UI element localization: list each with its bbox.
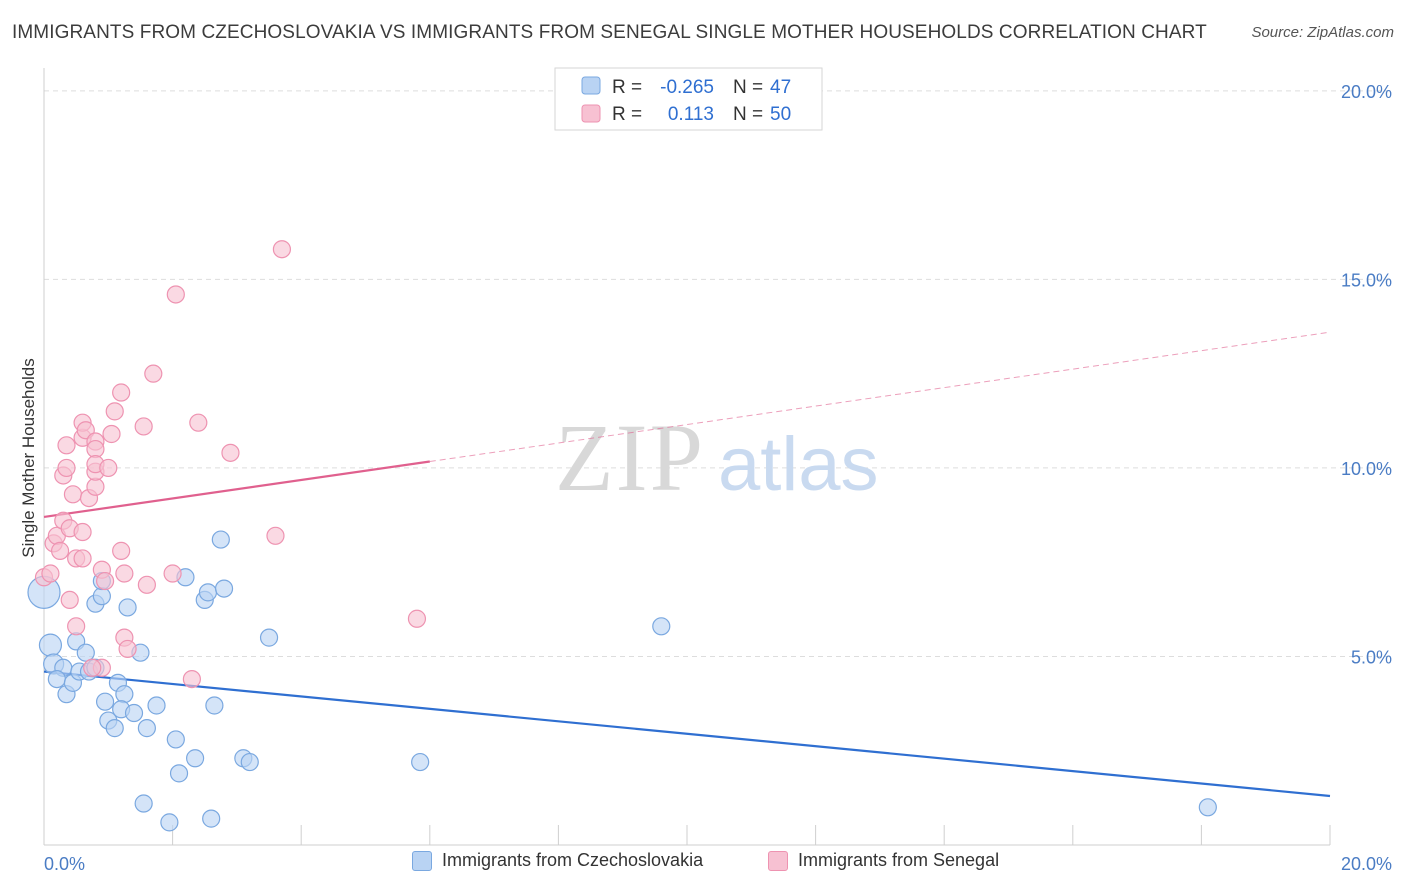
point-1-13 bbox=[67, 617, 86, 636]
y-axis-label: Single Mother Households bbox=[19, 358, 38, 557]
point-0-4 bbox=[47, 669, 66, 689]
x-tick-label-1: 20.0% bbox=[1341, 854, 1392, 874]
point-0-39 bbox=[160, 813, 179, 832]
legend-swatch-pink bbox=[581, 104, 601, 123]
watermark-atlas: atlas bbox=[718, 422, 879, 507]
axes bbox=[43, 68, 1331, 846]
point-1-44 bbox=[266, 526, 285, 545]
point-1-47 bbox=[83, 658, 102, 677]
legend-n-label-2: N = bbox=[733, 104, 763, 125]
point-1-32 bbox=[112, 541, 131, 560]
point-1-42 bbox=[189, 413, 208, 432]
point-1-33 bbox=[115, 564, 134, 583]
legend-n-label-1: N = bbox=[733, 77, 763, 98]
point-1-36 bbox=[134, 417, 153, 436]
trend-line-1 bbox=[43, 460, 430, 519]
point-1-11 bbox=[60, 590, 79, 610]
legend-label-senegal: Immigrants from Senegal bbox=[798, 850, 1000, 870]
point-0-29 bbox=[186, 749, 205, 768]
point-1-38 bbox=[144, 364, 163, 383]
legend-r-value-2: 0.113 bbox=[668, 104, 714, 125]
legend-item-senegal: Immigrants from Senegal bbox=[768, 850, 999, 871]
point-1-30 bbox=[105, 402, 124, 421]
point-1-40 bbox=[166, 285, 185, 304]
tick-labels: 5.0% 10.0% 15.0% 20.0% 0.0% 20.0% bbox=[44, 82, 1392, 874]
data-points bbox=[27, 240, 1217, 832]
point-1-28 bbox=[99, 458, 118, 478]
point-0-26 bbox=[166, 730, 185, 749]
legend-r-label-1: R = bbox=[612, 77, 642, 98]
y-tick-label-3: 20.0% bbox=[1341, 82, 1392, 102]
y-tick-label-1: 10.0% bbox=[1341, 459, 1392, 479]
point-1-27 bbox=[95, 571, 115, 591]
point-0-1 bbox=[38, 633, 63, 657]
point-0-38 bbox=[134, 794, 153, 813]
legend-r-label-2: R = bbox=[612, 104, 642, 125]
source-credit: Source: ZipAtlas.com bbox=[1251, 24, 1394, 41]
legend-swatch-czechoslovakia bbox=[412, 850, 432, 871]
point-1-12 bbox=[63, 485, 83, 504]
point-1-14 bbox=[73, 522, 92, 542]
point-1-46 bbox=[407, 609, 427, 628]
point-0-42 bbox=[652, 617, 671, 636]
legend-r-value-1: -0.265 bbox=[660, 77, 714, 98]
point-1-1 bbox=[41, 564, 60, 583]
point-0-40 bbox=[202, 809, 221, 828]
point-1-43 bbox=[221, 443, 240, 462]
point-1-37 bbox=[137, 575, 156, 594]
point-0-25 bbox=[147, 696, 166, 715]
point-1-31 bbox=[112, 383, 131, 402]
point-1-4 bbox=[50, 541, 70, 560]
legend-n-value-1: 47 bbox=[770, 77, 791, 98]
point-0-36 bbox=[240, 752, 259, 772]
point-1-45 bbox=[272, 240, 292, 259]
legend-item-czechoslovakia: Immigrants from Czechoslovakia bbox=[412, 850, 703, 871]
trend-lines bbox=[43, 331, 1331, 798]
watermark: ZIP atlas bbox=[555, 404, 879, 511]
y-tick-label-0: 5.0% bbox=[1351, 647, 1392, 667]
trend-line-extension-1 bbox=[429, 331, 1331, 463]
point-0-34 bbox=[214, 579, 234, 598]
point-1-15 bbox=[73, 549, 92, 568]
point-0-9 bbox=[76, 643, 95, 662]
y-tick-label-2: 15.0% bbox=[1341, 270, 1392, 290]
point-0-24 bbox=[137, 719, 156, 738]
series-legend: Immigrants from Czechoslovakia Immigrant… bbox=[0, 850, 1406, 880]
legend-swatch-blue bbox=[581, 76, 601, 95]
grid-lines bbox=[44, 90, 1392, 657]
x-tick-label-0: 0.0% bbox=[44, 854, 85, 874]
point-0-33 bbox=[211, 530, 230, 549]
legend-label-czechoslovakia: Immigrants from Czechoslovakia bbox=[442, 850, 704, 870]
point-1-39 bbox=[163, 564, 182, 583]
point-1-41 bbox=[182, 669, 201, 689]
point-0-32 bbox=[205, 696, 224, 715]
point-0-19 bbox=[115, 685, 134, 704]
point-1-23 bbox=[86, 439, 105, 459]
point-0-13 bbox=[92, 587, 111, 606]
legend-n-value-2: 50 bbox=[770, 104, 791, 125]
point-1-20 bbox=[86, 477, 105, 496]
point-1-7 bbox=[57, 458, 76, 478]
trend-line-0 bbox=[43, 670, 1331, 798]
legend-swatch-senegal bbox=[768, 850, 788, 871]
stats-legend: R = -0.265 N = 47 R = 0.113 N = 50 bbox=[554, 67, 823, 131]
point-0-43 bbox=[1198, 798, 1217, 817]
point-1-29 bbox=[102, 424, 121, 444]
point-0-15 bbox=[95, 692, 115, 711]
chart-title: IMMIGRANTS FROM CZECHOSLOVAKIA VS IMMIGR… bbox=[12, 22, 1207, 43]
point-0-21 bbox=[118, 598, 137, 617]
point-0-22 bbox=[124, 703, 144, 723]
point-0-27 bbox=[169, 764, 189, 783]
watermark-zip: ZIP bbox=[555, 404, 705, 511]
point-1-35 bbox=[118, 639, 137, 659]
point-0-17 bbox=[105, 719, 124, 738]
point-1-8 bbox=[57, 436, 76, 455]
point-0-31 bbox=[198, 583, 218, 602]
point-0-41 bbox=[411, 752, 430, 772]
point-0-37 bbox=[259, 628, 279, 647]
